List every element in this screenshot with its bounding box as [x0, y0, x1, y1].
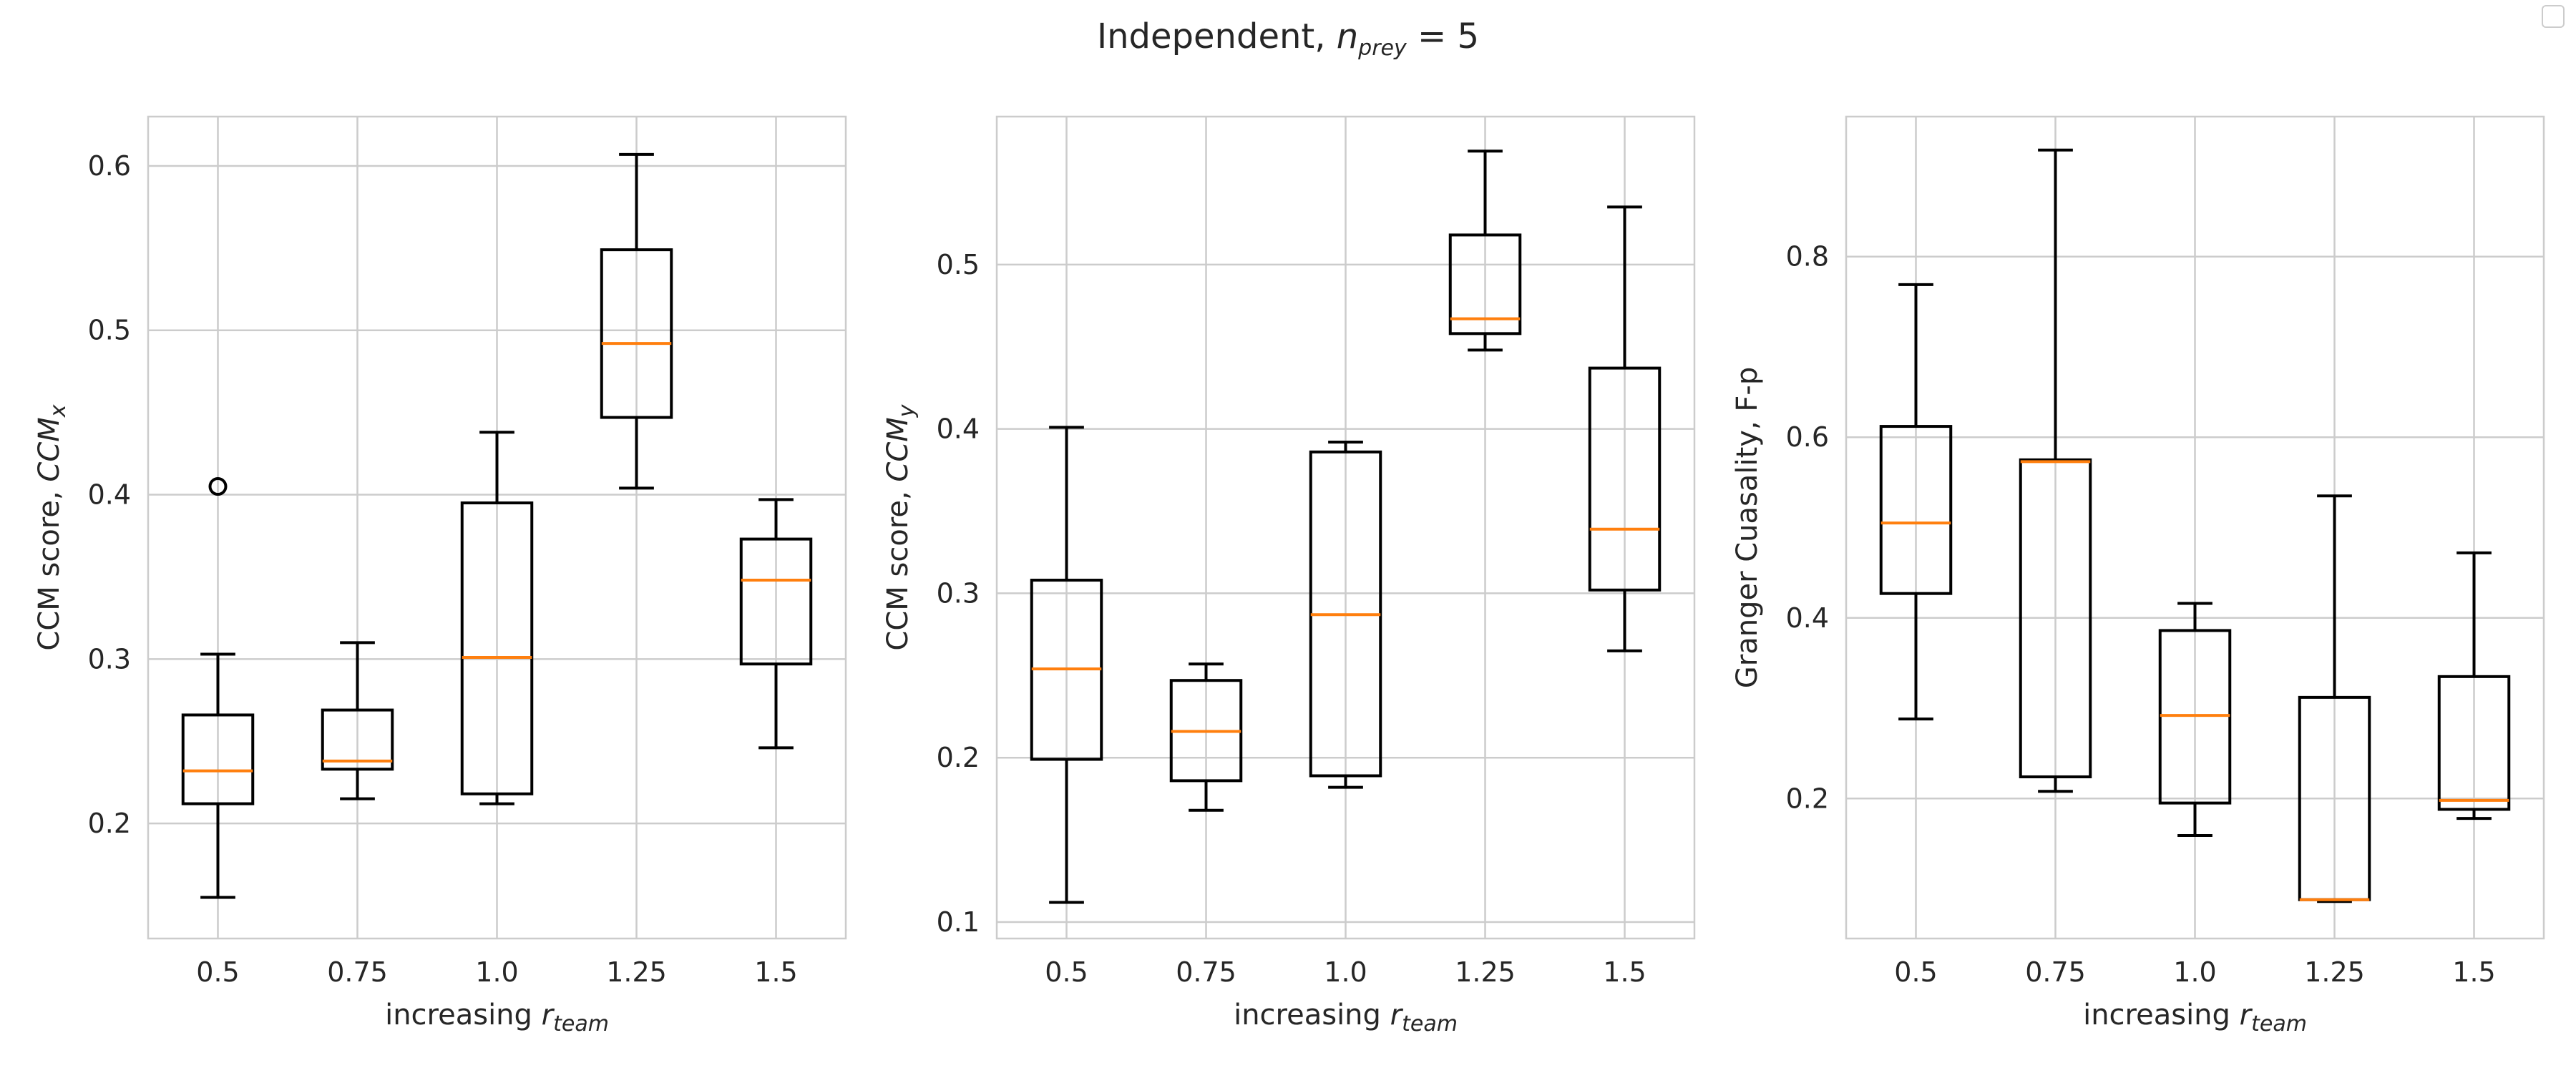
box-1.5: [2437, 551, 2511, 820]
y-tick-label: 0.5: [937, 249, 980, 280]
legend-box: [2542, 5, 2565, 28]
x-tick-label: 0.5: [1894, 956, 1937, 988]
iqr-box: [1879, 425, 1953, 595]
y-tick-label: 0.4: [1786, 602, 1829, 634]
box-1.5: [1588, 205, 1662, 652]
figure-title: Independent, nprey = 5: [1097, 16, 1479, 61]
x-tick-label: 1.25: [606, 956, 667, 988]
iqr-box: [600, 248, 673, 419]
iqr-box: [321, 708, 394, 771]
iqr-box: [460, 501, 534, 795]
x-tick-label: 1.0: [1324, 956, 1367, 988]
box-0.75: [321, 641, 394, 800]
box-1.0: [460, 431, 534, 805]
subplot-1: 0.2 0.3 0.4 0.5 0.6 0.5 0.75 1.0 1.25 1.5 increasi…: [33, 115, 847, 1037]
y-tick-label: 0.6: [88, 150, 131, 182]
iqr-box: [2437, 675, 2511, 811]
outlier-point: [208, 477, 228, 496]
y-tick-label: 0.2: [88, 808, 131, 839]
y-axis-label: CCM score, CCMx: [33, 404, 71, 650]
iqr-box: [1588, 366, 1662, 592]
plot-frame: [147, 115, 847, 940]
x-axis-label: increasing rteam: [1234, 999, 1458, 1037]
x-axis-label: increasing rteam: [385, 999, 609, 1037]
box-0.75: [1169, 662, 1243, 812]
iqr-box: [1448, 233, 1522, 335]
y-tick-label: 0.4: [88, 479, 131, 511]
x-tick-label: 1.0: [2173, 956, 2216, 988]
y-axis-label: CCM score, CCMy: [882, 403, 919, 650]
box-1.5: [739, 498, 813, 750]
box-1.0: [2158, 602, 2232, 838]
x-axis-label: increasing rteam: [2083, 999, 2307, 1037]
subplot-3: 0.2 0.4 0.6 0.8 0.5 0.75 1.0 1.25 1.5 increasing …: [1731, 115, 2545, 1037]
x-tick-label: 1.0: [475, 956, 518, 988]
subplot-2: 0.1 0.2 0.3 0.4 0.5 0.5 0.75 1.0 1.25 1.5 increasi…: [882, 115, 1696, 1037]
y-tick-label: 0.3: [937, 577, 980, 609]
box-0.75: [2019, 148, 2092, 793]
x-tick-label: 1.5: [1603, 956, 1646, 988]
y-tick-label: 0.2: [937, 742, 980, 773]
x-tick-label: 0.75: [2025, 956, 2086, 988]
box-0.5: [1030, 426, 1103, 904]
iqr-box: [181, 713, 255, 805]
y-tick-label: 0.1: [937, 906, 980, 938]
y-tick-label: 0.8: [1786, 241, 1829, 273]
box-0.5: [181, 477, 255, 899]
x-tick-label: 1.25: [2304, 956, 2365, 988]
x-tick-label: 0.75: [327, 956, 388, 988]
y-tick-label: 0.4: [937, 413, 980, 445]
plot-frame: [1845, 115, 2545, 940]
y-tick-label: 0.6: [1786, 421, 1829, 453]
y-axis-label: Granger Cuasality, F-p: [1731, 367, 1764, 688]
box-1.25: [1448, 150, 1522, 352]
box-1.25: [600, 152, 673, 490]
x-tick-label: 0.5: [1045, 956, 1088, 988]
box-1.0: [1309, 441, 1382, 789]
x-tick-label: 1.5: [754, 956, 797, 988]
y-tick-label: 0.2: [1786, 783, 1829, 814]
x-tick-label: 0.5: [196, 956, 239, 988]
x-tick-label: 1.5: [2452, 956, 2495, 988]
y-tick-label: 0.3: [88, 643, 131, 675]
box-0.5: [1879, 283, 1953, 721]
box-1.25: [2298, 494, 2371, 903]
iqr-box: [739, 537, 813, 666]
x-tick-label: 0.75: [1176, 956, 1236, 988]
plot-frame: [995, 115, 1696, 940]
y-tick-label: 0.5: [88, 315, 131, 346]
x-tick-label: 1.25: [1455, 956, 1516, 988]
iqr-box: [2019, 458, 2092, 778]
